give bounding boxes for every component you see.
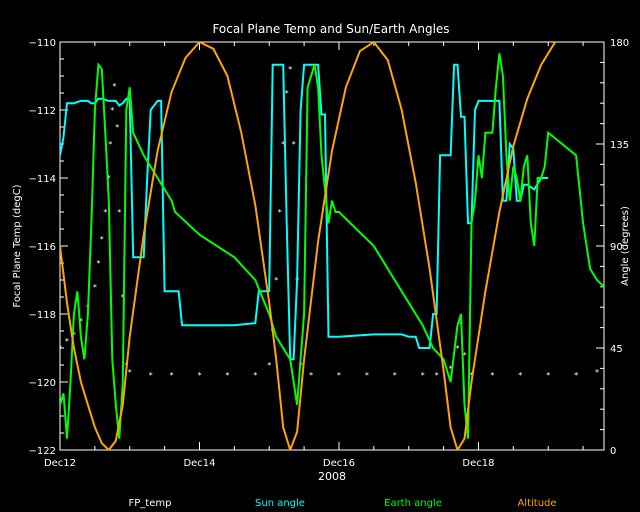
fp-temp-point: * bbox=[462, 351, 467, 360]
fp-temp-point: * bbox=[103, 208, 108, 217]
legend-item: Altitude bbox=[517, 498, 556, 509]
fp-temp-point: * bbox=[99, 235, 104, 244]
fp-temp-point: * bbox=[490, 371, 495, 380]
fp-temp-point: * bbox=[392, 371, 397, 380]
x-tick-label: Dec18 bbox=[462, 458, 494, 469]
y-tick-label-left: −110 bbox=[29, 38, 56, 49]
fp-temp-point: * bbox=[65, 337, 70, 346]
fp-temp-point: * bbox=[277, 208, 282, 217]
fp-temp-point: * bbox=[434, 371, 439, 380]
x-axis-label: 2008 bbox=[318, 470, 346, 483]
y-tick-label-left: −114 bbox=[29, 174, 56, 185]
chart-title: Focal Plane Temp and Sun/Earth Angles bbox=[212, 22, 449, 36]
y-axis-label-left: Focal Plane Temp (degC) bbox=[12, 184, 23, 307]
legend: FP_temp Sun angle Earth angle Altitude bbox=[129, 498, 557, 509]
fp-temp-point: * bbox=[281, 140, 286, 149]
fp-temp-point: * bbox=[92, 283, 97, 292]
fp-temp-point: * bbox=[148, 371, 153, 380]
fp-temp-point: * bbox=[420, 371, 425, 380]
fp-temp-point: * bbox=[574, 371, 579, 380]
fp-temp-point: * bbox=[197, 371, 202, 380]
y-tick-label-left: −120 bbox=[29, 378, 56, 389]
fp-temp-point: * bbox=[364, 371, 369, 380]
fp-temp-point: * bbox=[127, 368, 132, 377]
fp-temp-point: * bbox=[546, 371, 551, 380]
y-tick-label-right: 45 bbox=[610, 344, 623, 355]
series-earth-angle-line bbox=[60, 53, 604, 439]
y-axis-label-right: Angle (degrees) bbox=[620, 206, 631, 286]
fp-temp-point: * bbox=[288, 65, 293, 74]
x-tick-label: Dec16 bbox=[323, 458, 355, 469]
axes: Dec12 Dec14 Dec16 Dec18 −122 −120 −118 −116 −114… bbox=[29, 38, 630, 469]
x-tick-label: Dec12 bbox=[44, 458, 76, 469]
legend-item: Sun angle bbox=[255, 498, 305, 509]
y-tick-label-left: −112 bbox=[29, 106, 56, 117]
fp-temp-point: * bbox=[267, 361, 272, 370]
y-tick-label-right: 0 bbox=[610, 446, 616, 457]
fp-temp-point: * bbox=[169, 371, 174, 380]
series-layer: * * * * * * * * * * * * * * * * * * * * * * * * * * * * * * * * * * * * * * * *… bbox=[58, 42, 604, 450]
series-sun-angle-line bbox=[60, 63, 549, 361]
fp-temp-point: * bbox=[108, 140, 113, 149]
fp-temp-point: * bbox=[96, 259, 101, 268]
fp-temp-point: * bbox=[284, 89, 289, 98]
fp-temp-point: * bbox=[309, 371, 314, 380]
y-tick-label-left: −122 bbox=[29, 446, 56, 457]
fp-temp-point: * bbox=[448, 364, 453, 373]
fp-temp-point: * bbox=[117, 208, 122, 217]
y-tick-label-right: 180 bbox=[610, 38, 629, 49]
fp-temp-point: * bbox=[112, 82, 117, 91]
fp-temp-point: * bbox=[120, 293, 125, 302]
fp-temp-point: * bbox=[115, 123, 120, 132]
fp-temp-point: * bbox=[110, 106, 115, 115]
y-tick-label-left: −116 bbox=[29, 242, 56, 253]
fp-temp-point: * bbox=[79, 317, 84, 326]
fp-temp-point: * bbox=[225, 371, 230, 380]
legend-item: Earth angle bbox=[384, 498, 442, 509]
fp-temp-point: * bbox=[58, 344, 63, 353]
fp-temp-point: * bbox=[337, 371, 342, 380]
fp-temp-point: * bbox=[455, 344, 460, 353]
y-tick-label-right: 90 bbox=[610, 242, 623, 253]
x-tick-label: Dec14 bbox=[183, 458, 215, 469]
fp-temp-point: * bbox=[518, 371, 523, 380]
fp-temp-point: * bbox=[72, 330, 77, 339]
fp-temp-point: * bbox=[106, 174, 111, 183]
fp-temp-point: * bbox=[253, 371, 258, 380]
y-tick-label-right: 135 bbox=[610, 140, 629, 151]
fp-temp-point: * bbox=[291, 140, 296, 149]
y-tick-label-left: −118 bbox=[29, 310, 56, 321]
fp-temp-point: * bbox=[274, 276, 279, 285]
fp-temp-point: * bbox=[595, 368, 600, 377]
series-altitude-line bbox=[60, 42, 557, 450]
legend-item: FP_temp bbox=[129, 498, 172, 509]
